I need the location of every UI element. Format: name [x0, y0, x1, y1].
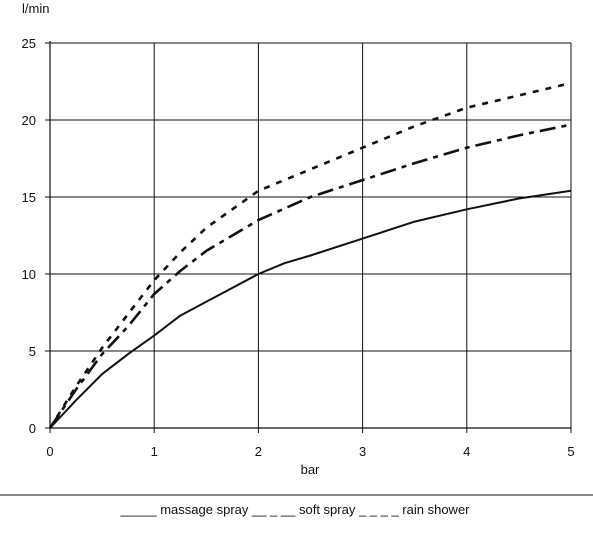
y-axis-title: l/min [22, 1, 49, 16]
axes [45, 41, 572, 433]
tick-labels: 0 5 10 15 20 25 0 1 2 3 4 5 [22, 36, 575, 459]
x-tick-label-2: 2 [255, 444, 262, 459]
series-line-massage-spray [49, 189, 572, 429]
y-tick-label-10: 10 [22, 267, 36, 282]
legend-text: _____ massage spray __ _ __ soft spray _… [119, 502, 470, 517]
y-tick-label-0: 0 [29, 421, 36, 436]
x-axis-title: bar [301, 462, 320, 477]
x-tick-label-3: 3 [359, 444, 366, 459]
series-line-soft-spray [48, 123, 572, 429]
x-tick-label-4: 4 [463, 444, 470, 459]
grid-lines [50, 42, 572, 428]
x-tick-label-5: 5 [567, 444, 574, 459]
x-tick-label-0: 0 [46, 444, 53, 459]
y-tick-label-25: 25 [22, 36, 36, 51]
y-tick-label-20: 20 [22, 113, 36, 128]
series-line-rain-shower [48, 81, 572, 429]
x-tick-label-1: 1 [151, 444, 158, 459]
series-lines [48, 81, 572, 429]
y-tick-label-15: 15 [22, 190, 36, 205]
y-tick-label-5: 5 [29, 344, 36, 359]
